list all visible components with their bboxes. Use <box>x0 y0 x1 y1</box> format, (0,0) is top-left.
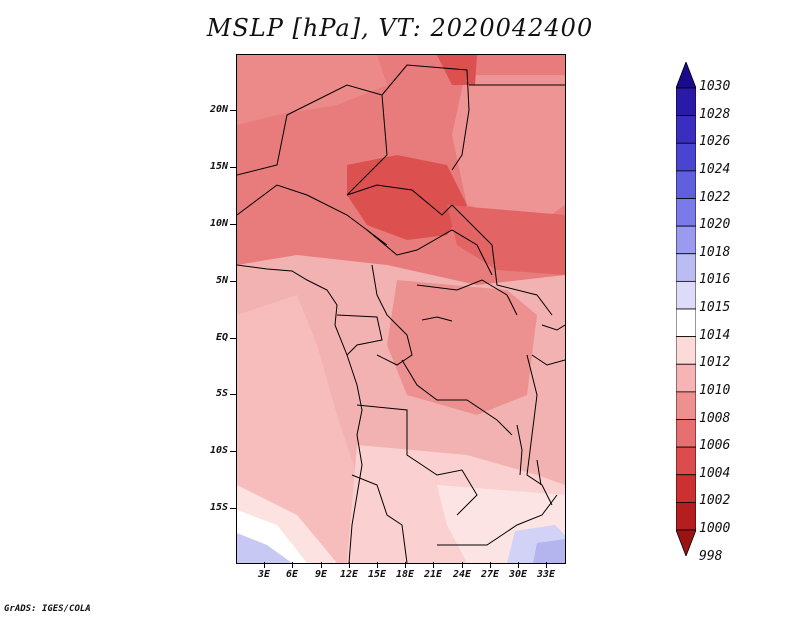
lon-label: 24E <box>452 569 472 580</box>
colorbar-swatch <box>676 391 696 420</box>
colorbar-swatch <box>676 474 696 503</box>
colorbar-level-label: 1028 <box>699 106 731 122</box>
lon-tick <box>433 562 434 568</box>
lat-tick <box>230 508 236 509</box>
lat-tick <box>230 224 236 225</box>
lon-label: 27E <box>480 569 500 580</box>
lon-tick <box>292 562 293 568</box>
colorbar-level-label: 1015 <box>699 300 731 315</box>
lat-tick <box>230 281 236 282</box>
colorbar-level-label: 1006 <box>699 438 731 454</box>
lon-label: 3E <box>257 569 271 580</box>
pressure-high-southeast-core <box>533 539 565 563</box>
colorbar-level-label: 1018 <box>699 244 731 260</box>
colorbar-level-label: 1010 <box>699 382 731 398</box>
pressure-field-map <box>237 55 565 563</box>
colorbar-top-arrow <box>676 62 696 89</box>
pressure-field-northeast <box>452 75 565 225</box>
colorbar-swatch <box>676 363 696 393</box>
map-plot-area <box>236 54 566 564</box>
colorbar-swatch <box>676 198 696 227</box>
lon-tick <box>546 562 547 568</box>
colorbar-level-label: 998 <box>699 548 723 564</box>
colorbar-level-label: 1002 <box>699 493 731 509</box>
colorbar-swatch <box>676 253 696 282</box>
colorbar-level-label: 1016 <box>699 272 731 288</box>
map-title: MSLP [hPa], VT: 2020042400 <box>206 14 594 42</box>
lon-tick <box>462 562 463 568</box>
colorbar <box>676 62 696 556</box>
colorbar-swatch <box>676 225 696 255</box>
pressure-high-southwest <box>237 533 292 563</box>
lat-label: 15N <box>209 161 228 172</box>
lat-label: 20N <box>209 104 228 115</box>
colorbar-swatch <box>676 501 696 531</box>
lat-tick <box>230 338 236 339</box>
lat-tick <box>230 110 236 111</box>
lat-label: EQ <box>215 332 228 343</box>
colorbar-swatch <box>676 446 696 476</box>
lon-label: 12E <box>339 569 359 580</box>
pressure-low-east <box>447 205 565 275</box>
pressure-field-atlantic <box>237 295 357 563</box>
pressure-field-northwest <box>237 55 387 125</box>
lon-label: 15E <box>367 569 387 580</box>
lat-label: 5S <box>215 388 228 399</box>
lat-label: 10N <box>209 218 228 229</box>
colorbar-swatch <box>676 115 696 144</box>
colorbar-level-label: 1004 <box>699 465 731 481</box>
lon-tick <box>349 562 350 568</box>
colorbar-level-label: 1014 <box>699 327 731 343</box>
lat-tick <box>230 451 236 452</box>
lon-tick <box>405 562 406 568</box>
lon-tick <box>321 562 322 568</box>
colorbar-level-label: 1008 <box>699 410 731 426</box>
lon-label: 6E <box>285 569 299 580</box>
lon-label: 33E <box>536 569 556 580</box>
colorbar-level-label: 1024 <box>699 161 731 177</box>
pressure-field-congo <box>387 280 537 415</box>
colorbar-swatch <box>676 419 696 448</box>
lon-tick <box>518 562 519 568</box>
lat-tick <box>230 394 236 395</box>
lon-label: 21E <box>423 569 443 580</box>
pressure-low-core <box>347 155 467 240</box>
colorbar-swatch <box>676 336 696 365</box>
colorbar-swatch <box>676 142 696 172</box>
colorbar-level-label: 1000 <box>699 521 731 536</box>
colorbar-swatch <box>676 87 696 117</box>
lon-tick <box>264 562 265 568</box>
colorbar-level-label: 1020 <box>699 217 731 233</box>
lat-label: 5N <box>215 275 228 286</box>
colorbar-level-label: 1012 <box>699 355 731 371</box>
colorbar-bottom-arrow <box>676 529 696 556</box>
lon-label: 9E <box>314 569 328 580</box>
coastline-and-borders <box>237 64 565 563</box>
lon-tick <box>490 562 491 568</box>
lat-label: 15S <box>209 502 228 513</box>
colorbar-level-label: 1022 <box>699 189 731 205</box>
colorbar-level-label: 1026 <box>699 134 731 150</box>
lon-tick <box>377 562 378 568</box>
lat-label: 10S <box>209 445 228 456</box>
colorbar-swatch <box>676 280 696 310</box>
colorbar-swatch <box>676 170 696 199</box>
colorbar-level-label: 1030 <box>699 79 731 94</box>
lon-label: 30E <box>508 569 528 580</box>
colorbar-swatch <box>676 308 696 338</box>
lakes <box>421 316 542 486</box>
lat-tick <box>230 167 236 168</box>
lon-label: 18E <box>395 569 415 580</box>
footer-credit: GrADS: IGES/COLA <box>4 604 91 614</box>
